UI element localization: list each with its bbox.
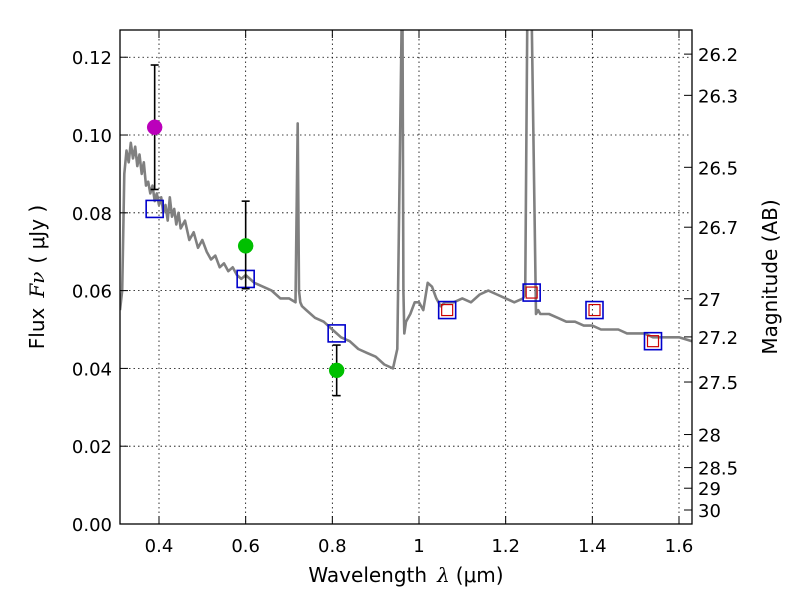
y2-tick-label: 27.5 [698, 373, 738, 394]
y2-axis-label: Magnitude (AB) [758, 199, 782, 354]
model-photometry-square [585, 300, 604, 320]
x-tick-label: 1 [413, 536, 424, 557]
model-photometry-inner-square [646, 335, 660, 348]
y-tick-label: 0.02 [72, 437, 112, 458]
grid-lines [120, 30, 692, 524]
observed-point [237, 238, 254, 254]
sed-model-line [120, 30, 692, 370]
x-axis-label: Wavelength λ (μm) [308, 563, 503, 587]
observed-point [328, 362, 345, 379]
model-photometry-square [437, 300, 457, 320]
y2-tick-label: 28 [698, 426, 721, 447]
y2-tick-label: 26.7 [698, 218, 738, 239]
y-axis-label: FluxFν( μJy ) [25, 205, 49, 349]
x-tick-label: 1.6 [665, 536, 694, 557]
observed-point [146, 119, 163, 135]
y-tick-label: 0.00 [72, 515, 112, 536]
y-tick-label: 0.04 [72, 359, 112, 380]
model-photometry-square [643, 331, 663, 351]
y-tick-label: 0.10 [72, 126, 112, 147]
x-tick-label: 0.8 [318, 536, 347, 557]
y2-tick-label: 26.3 [698, 86, 738, 107]
model-photometry-square [145, 199, 164, 219]
y2-tick-label: 30 [698, 501, 721, 522]
y2-tick-label: 26.5 [698, 158, 738, 179]
model-photometry-square [522, 283, 541, 302]
y2-tick-label: 26.2 [698, 45, 738, 66]
y2-tick-label: 27.2 [698, 328, 738, 349]
y2-tick-label: 29 [698, 479, 721, 500]
y2-tick-label: 28.5 [698, 459, 738, 480]
model-photometry-inner-square [441, 303, 454, 317]
plot-area [120, 30, 692, 397]
x-tick-label: 0.6 [231, 536, 260, 557]
y-tick-label: 0.08 [72, 204, 112, 225]
y-tick-label: 0.12 [72, 48, 112, 69]
x-tick-label: 1.2 [491, 536, 520, 557]
y2-tick-label: 27 [698, 290, 721, 311]
model-photometry-inner-square [588, 303, 601, 317]
y-axis-ticks: 0.00 0.02 0.04 0.06 0.08 0.10 0.12 [72, 48, 128, 536]
x-tick-label: 1.4 [578, 536, 607, 557]
model-photometry-square [327, 324, 346, 343]
x-axis-ticks: 0.4 0.6 0.8 1 1.2 1.4 1.6 [145, 30, 694, 557]
model-photometry-inner-square [525, 286, 538, 299]
y-tick-label: 0.06 [72, 282, 112, 303]
x-tick-label: 0.4 [145, 536, 174, 557]
plot-frame [119, 29, 693, 525]
